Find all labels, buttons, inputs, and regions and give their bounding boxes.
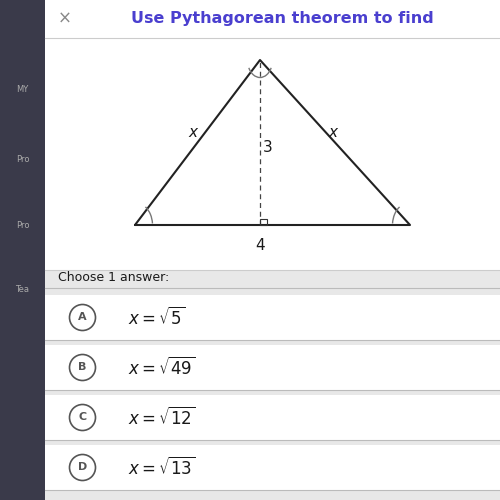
FancyBboxPatch shape <box>45 345 500 390</box>
Text: Choose 1 answer:: Choose 1 answer: <box>58 271 169 284</box>
Text: x: x <box>328 125 337 140</box>
FancyBboxPatch shape <box>45 37 500 270</box>
Text: C: C <box>78 412 86 422</box>
FancyBboxPatch shape <box>0 0 45 500</box>
FancyBboxPatch shape <box>45 445 500 490</box>
Text: 4: 4 <box>255 238 265 254</box>
FancyBboxPatch shape <box>45 295 500 340</box>
Text: Use Pythagorean theorem to find: Use Pythagorean theorem to find <box>131 11 434 26</box>
Text: x: x <box>188 125 197 140</box>
Text: MY: MY <box>16 86 28 94</box>
Text: $x = \sqrt{12}$: $x = \sqrt{12}$ <box>128 406 195 428</box>
Text: $x = \sqrt{13}$: $x = \sqrt{13}$ <box>128 456 195 478</box>
Text: A: A <box>78 312 87 322</box>
Text: $x = \sqrt{5}$: $x = \sqrt{5}$ <box>128 306 184 328</box>
FancyBboxPatch shape <box>45 395 500 440</box>
Text: Pro: Pro <box>16 156 29 164</box>
Text: B: B <box>78 362 86 372</box>
FancyBboxPatch shape <box>45 0 500 500</box>
FancyBboxPatch shape <box>45 0 500 38</box>
Text: D: D <box>78 462 87 472</box>
Text: 3: 3 <box>262 140 272 155</box>
Text: Pro: Pro <box>16 220 29 230</box>
Text: ×: × <box>58 10 72 28</box>
Text: Tea: Tea <box>16 286 30 294</box>
Text: $x = \sqrt{49}$: $x = \sqrt{49}$ <box>128 356 195 378</box>
